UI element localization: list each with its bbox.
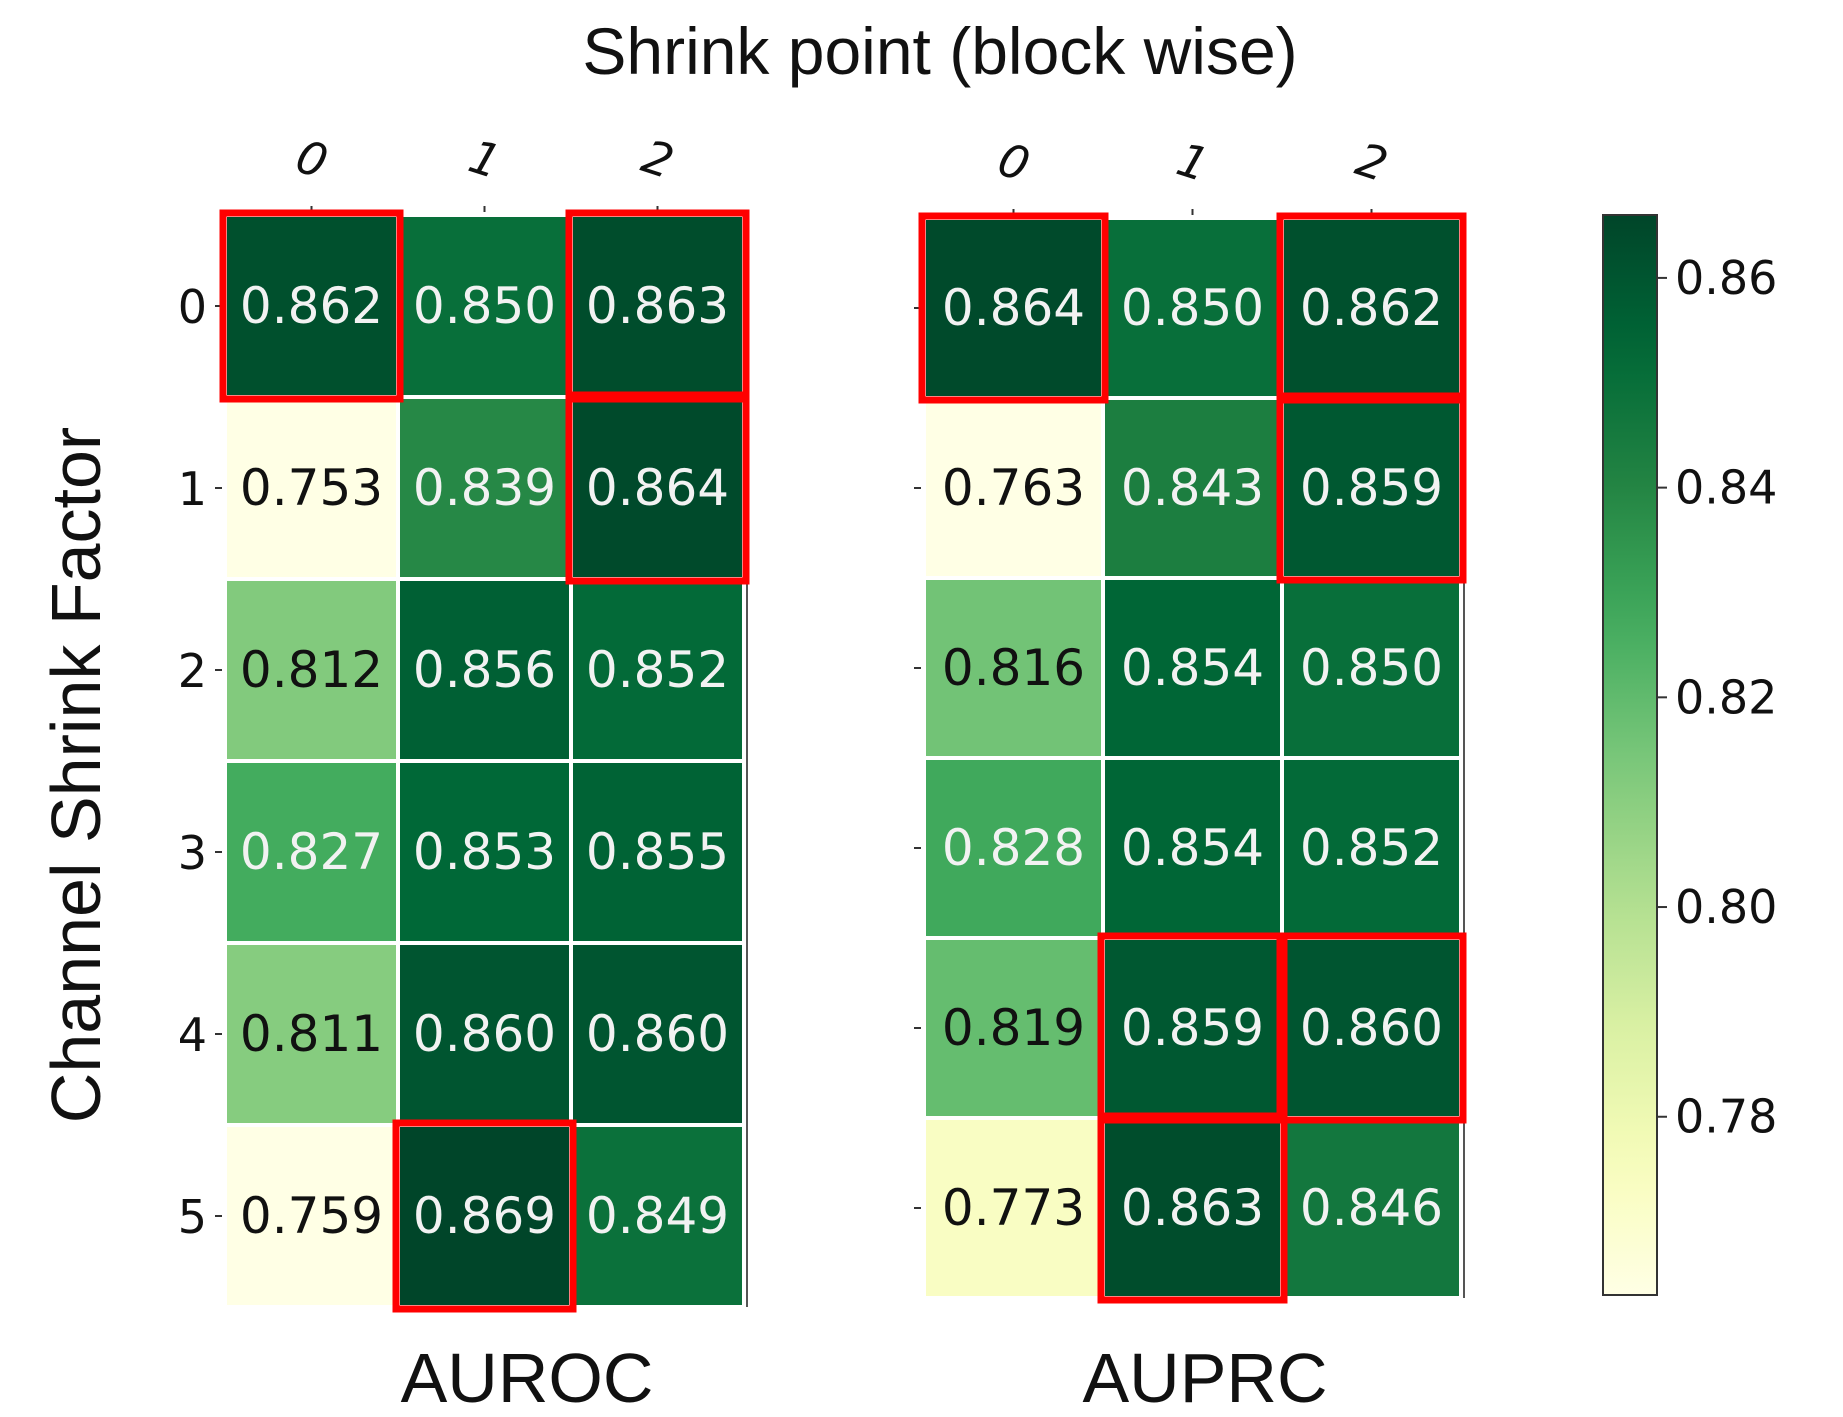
highlight-box — [219, 209, 404, 403]
y-tick-label: 0 — [178, 280, 207, 334]
shared-y-axis-title: Channel Shrink Factor — [37, 427, 115, 1123]
cell-value-label: 0.850 — [1121, 279, 1264, 337]
cell-value-label: 0.859 — [1300, 459, 1443, 517]
heatmap-cell — [223, 213, 400, 399]
cell-value-label: 0.852 — [586, 641, 729, 699]
cell-value-label: 0.860 — [1300, 999, 1443, 1057]
cell-value-label: 0.852 — [1300, 819, 1443, 877]
cell-value-label: 0.816 — [942, 639, 1085, 697]
heatmap-cell — [1280, 216, 1463, 400]
cell-value-label: 0.753 — [240, 459, 383, 517]
x-tick-label: 0 — [992, 132, 1037, 192]
colorbar: 0.78 0.80 0.82 0.84 0.86 — [1602, 214, 1777, 1296]
heatmap-cell — [569, 759, 746, 945]
cell-value-label: 0.859 — [1121, 999, 1264, 1057]
heatmap-cell — [223, 1123, 400, 1309]
colorbar-tick-label: 0.84 — [1675, 461, 1777, 515]
heatmap-cell — [1280, 576, 1463, 760]
y-tick-label: 3 — [178, 826, 207, 880]
cell-value-label: 0.773 — [942, 1179, 1085, 1237]
x-tick-label: 1 — [1171, 132, 1216, 192]
cell-value-label: 0.819 — [942, 999, 1085, 1057]
cell-value-label: 0.849 — [586, 1187, 729, 1245]
heatmap-panels: 0.862 0.850 0.863 0.753 0.839 0.864 0.812 0.856… — [178, 129, 1467, 1313]
y-tick-label: 1 — [178, 462, 207, 516]
cell-value-label: 0.854 — [1121, 639, 1264, 697]
cell-value-label: 0.812 — [240, 641, 383, 699]
panel-title-auroc: AUROC — [401, 1339, 654, 1417]
colorbar-tick-label: 0.78 — [1675, 1090, 1777, 1144]
shared-x-axis-title: Shrink point (block wise) — [582, 14, 1297, 88]
cell-value-label: 0.811 — [240, 1005, 383, 1063]
colorbar-tick-label: 0.82 — [1675, 670, 1777, 724]
cell-value-label: 0.763 — [942, 459, 1085, 517]
y-tick-label: 5 — [178, 1190, 207, 1244]
heatmap-cell — [922, 756, 1105, 940]
cell-value-label: 0.850 — [1300, 639, 1443, 697]
cell-value-label: 0.828 — [942, 819, 1085, 877]
cell-value-label: 0.759 — [240, 1187, 383, 1245]
heatmap-panel-auprc: 0.864 0.850 0.862 0.763 0.843 0.859 0.816 0.854… — [914, 132, 1467, 1304]
heatmap-cell — [396, 941, 573, 1127]
cell-value-label: 0.862 — [1300, 279, 1443, 337]
highlight-box — [565, 391, 750, 585]
colorbar-gradient — [1602, 214, 1658, 1296]
y-tick-label: 2 — [178, 644, 207, 698]
cell-value-label: 0.853 — [413, 823, 556, 881]
cell-value-label: 0.856 — [413, 641, 556, 699]
cell-value-label: 0.863 — [1121, 1179, 1264, 1237]
cell-value-label: 0.862 — [240, 277, 383, 335]
cell-value-label: 0.860 — [413, 1005, 556, 1063]
cell-value-label: 0.839 — [413, 459, 556, 517]
colorbar-tick-label: 0.86 — [1675, 251, 1777, 305]
highlight-box — [1276, 932, 1467, 1124]
cell-value-label: 0.864 — [942, 279, 1085, 337]
heatmap-cell — [1101, 396, 1284, 580]
highlight-box — [918, 212, 1109, 404]
cell-value-label: 0.860 — [586, 1005, 729, 1063]
heatmap-panel-auroc: 0.862 0.850 0.863 0.753 0.839 0.864 0.812 0.856… — [178, 129, 750, 1313]
heatmap-cell — [1101, 216, 1284, 400]
cell-value-label: 0.846 — [1300, 1179, 1443, 1237]
highlight-box — [1276, 392, 1467, 584]
x-tick-label: 1 — [463, 129, 508, 189]
heatmap-cell — [223, 759, 400, 945]
heatmap-cell — [1101, 576, 1284, 760]
highlight-box — [1097, 1112, 1288, 1304]
cell-value-label: 0.864 — [586, 459, 729, 517]
cell-value-label: 0.843 — [1121, 459, 1264, 517]
heatmap-cell — [396, 577, 573, 763]
cell-value-label: 0.854 — [1121, 819, 1264, 877]
y-tick-label: 4 — [178, 1008, 207, 1062]
highlight-box — [565, 209, 750, 403]
heatmap-cell — [922, 1116, 1105, 1300]
heatmap-cell — [922, 396, 1105, 580]
cell-value-label: 0.863 — [586, 277, 729, 335]
x-tick-label: 2 — [1350, 132, 1395, 192]
highlight-box — [392, 1119, 577, 1313]
heatmap-cell — [396, 213, 573, 399]
x-tick-label: 0 — [290, 129, 335, 189]
cell-value-label: 0.827 — [240, 823, 383, 881]
cell-value-label: 0.869 — [413, 1187, 556, 1245]
colorbar-tick-label: 0.80 — [1675, 880, 1777, 934]
panel-title-auprc: AUPRC — [1082, 1339, 1327, 1417]
x-tick-label: 2 — [636, 129, 681, 189]
cell-value-label: 0.855 — [586, 823, 729, 881]
highlight-box — [1097, 932, 1288, 1124]
heatmap-cell — [1101, 936, 1284, 1120]
highlight-box — [1276, 212, 1467, 404]
heatmap-cell — [1101, 1116, 1284, 1300]
heatmap-cell — [922, 216, 1105, 400]
cell-value-label: 0.850 — [413, 277, 556, 335]
